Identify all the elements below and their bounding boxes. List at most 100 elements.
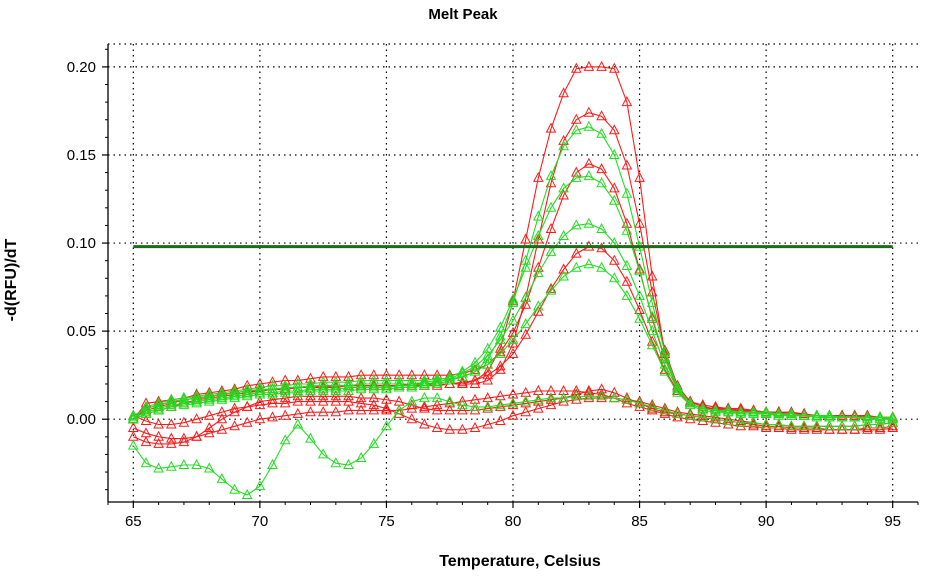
series-10-point-9 xyxy=(241,390,253,401)
series-5-point-33 xyxy=(545,384,557,395)
series-4-point-0 xyxy=(127,430,139,441)
series-10-point-50 xyxy=(760,407,772,418)
series-markers-11 xyxy=(127,390,899,499)
series-6-point-34 xyxy=(558,395,569,406)
series-5-point-2 xyxy=(153,430,164,441)
series-6-point-31 xyxy=(520,406,532,417)
series-11-point-44 xyxy=(684,409,696,420)
series-1-point-29 xyxy=(494,363,506,374)
series-6-point-7 xyxy=(216,406,228,417)
series-8-point-40 xyxy=(634,265,645,276)
series-0-point-40 xyxy=(634,171,645,182)
series-4-point-39 xyxy=(621,392,633,403)
series-3-point-27 xyxy=(469,374,481,385)
series-6-point-47 xyxy=(722,413,734,424)
series-1-point-26 xyxy=(457,377,468,388)
series-3-point-34 xyxy=(558,263,569,274)
series-9-point-16 xyxy=(330,383,342,394)
series-9-point-54 xyxy=(811,409,823,420)
series-0-point-41 xyxy=(646,270,658,281)
series-11-point-56 xyxy=(836,420,848,431)
series-4-point-15 xyxy=(317,390,329,401)
series-5-point-10 xyxy=(254,413,266,424)
series-6-point-9 xyxy=(241,400,253,411)
series-6-point-43 xyxy=(672,406,683,417)
series-6-point-12 xyxy=(279,397,291,408)
series-9-point-41 xyxy=(646,325,658,336)
series-7-point-50 xyxy=(760,406,772,417)
series-9-point-42 xyxy=(659,358,671,369)
x-tick-label-4: 85 xyxy=(631,513,648,530)
series-0-point-35 xyxy=(570,62,582,73)
series-9-point-22 xyxy=(406,379,418,390)
series-1-point-34 xyxy=(558,134,569,145)
series-7-point-7 xyxy=(216,386,228,397)
series-10-point-3 xyxy=(165,400,177,411)
series-4-point-1 xyxy=(140,436,152,447)
series-5-point-15 xyxy=(317,406,329,417)
series-10-point-25 xyxy=(444,374,456,385)
series-7-point-10 xyxy=(254,381,266,392)
series-7-point-31 xyxy=(520,254,532,265)
series-10-point-5 xyxy=(191,397,202,408)
series-10-point-15 xyxy=(317,384,329,395)
series-11-point-14 xyxy=(305,432,316,443)
series-8-point-17 xyxy=(343,379,354,390)
series-3-point-25 xyxy=(444,377,456,388)
series-4-point-12 xyxy=(279,392,291,403)
series-5-point-48 xyxy=(735,420,747,431)
series-11-point-40 xyxy=(634,397,645,408)
series-9-point-33 xyxy=(545,245,557,256)
series-11-point-55 xyxy=(824,420,835,431)
x-tick-label-2: 75 xyxy=(378,513,395,530)
series-6-point-24 xyxy=(431,421,443,432)
grid-layer xyxy=(108,44,918,502)
series-7-point-12 xyxy=(279,379,291,390)
series-11-point-12 xyxy=(279,434,291,445)
series-1-point-32 xyxy=(532,233,544,244)
series-10-point-7 xyxy=(216,393,228,404)
series-11-point-46 xyxy=(710,413,721,424)
series-4-point-49 xyxy=(748,418,759,429)
series-4-point-52 xyxy=(786,421,797,432)
series-7-point-33 xyxy=(545,170,557,181)
series-5-point-18 xyxy=(355,404,367,415)
series-4-point-54 xyxy=(811,421,823,432)
x-tick-label-0: 65 xyxy=(125,513,142,530)
series-6-point-14 xyxy=(305,395,316,406)
series-9-point-48 xyxy=(735,406,747,417)
series-6-point-1 xyxy=(140,414,152,425)
series-6-point-2 xyxy=(153,418,164,429)
series-10-point-38 xyxy=(608,272,620,283)
series-9-point-10 xyxy=(254,386,266,397)
series-markers-10 xyxy=(127,258,899,424)
series-5-point-32 xyxy=(532,384,544,395)
series-11-point-53 xyxy=(798,420,810,431)
series-11-point-5 xyxy=(191,458,202,469)
series-4-point-59 xyxy=(874,423,886,434)
series-8-point-30 xyxy=(507,293,519,304)
series-10-point-13 xyxy=(292,386,304,397)
series-7-point-14 xyxy=(305,377,316,388)
series-3-point-39 xyxy=(621,275,633,286)
series-1-point-39 xyxy=(621,159,633,170)
series-4-point-35 xyxy=(570,388,582,399)
series-markers-7 xyxy=(127,120,899,424)
series-4-point-58 xyxy=(862,423,873,434)
series-4-point-51 xyxy=(773,420,785,431)
series-11-point-60 xyxy=(887,416,899,427)
series-8-point-42 xyxy=(659,351,671,362)
series-5-point-6 xyxy=(203,427,215,438)
series-11-point-51 xyxy=(773,418,785,429)
series-6-point-30 xyxy=(507,409,519,420)
series-0-point-34 xyxy=(558,87,569,98)
series-11-point-7 xyxy=(216,473,228,484)
series-5-point-57 xyxy=(849,423,861,434)
series-8-point-31 xyxy=(520,261,532,272)
series-5-point-4 xyxy=(178,432,190,443)
series-5-point-52 xyxy=(786,423,797,434)
series-9-point-29 xyxy=(494,333,506,344)
series-10-point-58 xyxy=(862,413,873,424)
series-9-point-51 xyxy=(773,407,785,418)
